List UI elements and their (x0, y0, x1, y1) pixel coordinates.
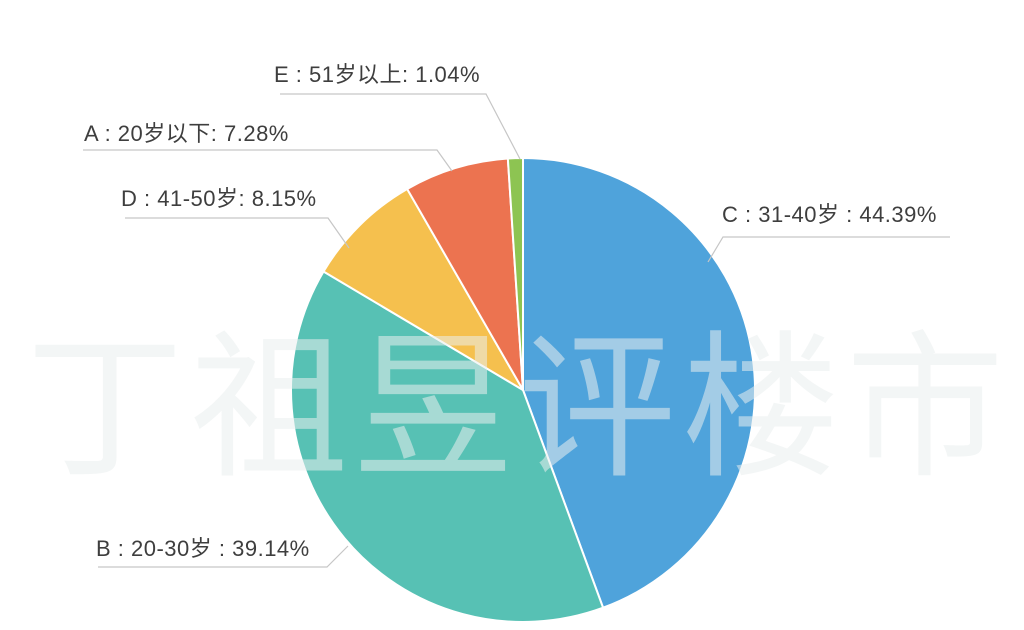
pie-slice-d[interactable] (322, 187, 524, 391)
leader-line-c (707, 236, 950, 263)
leader-line-b (98, 545, 349, 568)
slice-label-b: B : 20-30岁 : 39.14% (96, 536, 310, 561)
pie-slices-group (290, 157, 756, 623)
leader-line-d (125, 217, 350, 249)
slice-label-a: A : 20岁以下: 7.28% (84, 121, 289, 146)
pie-slice-b[interactable] (290, 270, 605, 623)
leader-lines-group (83, 93, 950, 568)
pie-slice-c[interactable] (522, 157, 756, 609)
pie-slice-e[interactable] (506, 157, 524, 391)
leader-line-a (83, 149, 453, 172)
pie-slice-a[interactable] (406, 157, 524, 391)
slice-label-e: E : 51岁以上: 1.04% (274, 62, 481, 87)
slice-label-d: D : 41-50岁: 8.15% (121, 186, 317, 211)
slice-label-c: C : 31-40岁 : 44.39% (722, 202, 937, 227)
leader-line-e (280, 93, 521, 160)
